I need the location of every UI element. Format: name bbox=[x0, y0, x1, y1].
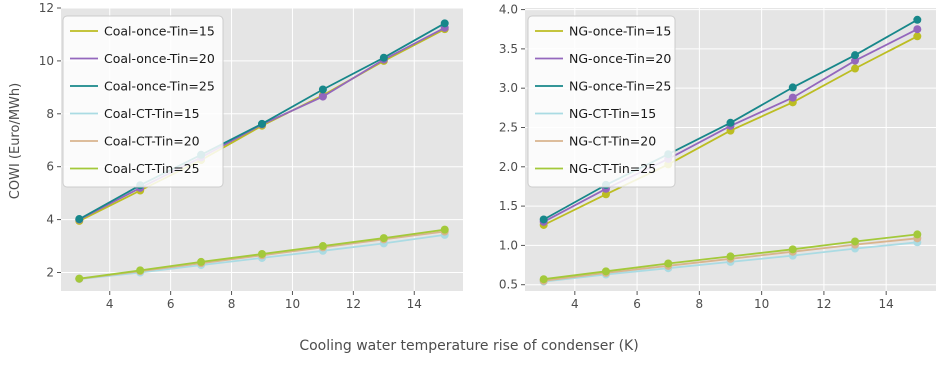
data-point-NG-once-Tin=20 bbox=[788, 93, 797, 102]
legend-1: Coal-once-Tin=15 Coal-once-Tin=20 Coal-onc… bbox=[62, 15, 224, 188]
data-point-Coal-CT-Tin=25 bbox=[258, 249, 266, 258]
x-tick-label: 12 bbox=[346, 297, 361, 311]
x-axis-label: Cooling water temperature rise of conden… bbox=[299, 338, 638, 354]
data-point-NG-once-Tin=25 bbox=[539, 215, 548, 224]
x-tick-label: 10 bbox=[285, 297, 300, 311]
y-tick-label: 8 bbox=[46, 107, 54, 121]
y-tick-label: 2.5 bbox=[499, 120, 518, 134]
data-point-NG-once-Tin=20 bbox=[913, 25, 922, 34]
x-tick-label: 10 bbox=[754, 297, 769, 311]
y-tick-label: 3.0 bbox=[499, 81, 518, 95]
legend-label: NG-CT-Tin=15 bbox=[569, 106, 656, 121]
data-point-NG-once-Tin=15 bbox=[601, 190, 610, 199]
data-point-Coal-CT-Tin=25 bbox=[75, 274, 84, 283]
data-point-NG-once-Tin=25 bbox=[851, 51, 860, 60]
legend-label: NG-once-Tin=25 bbox=[569, 79, 671, 94]
data-point-Coal-once-Tin=25 bbox=[379, 53, 388, 62]
data-point-Coal-CT-Tin=25 bbox=[318, 242, 327, 251]
y-tick-label: 2 bbox=[46, 265, 54, 279]
legend-label: NG-once-Tin=15 bbox=[569, 24, 671, 39]
legend-label: NG-CT-Tin=25 bbox=[569, 161, 656, 176]
legend-label: Coal-CT-Tin=20 bbox=[104, 134, 200, 149]
data-point-NG-CT-Tin=25 bbox=[664, 259, 673, 268]
y-tick-label: 12 bbox=[39, 1, 54, 15]
y-axis-label: COWI (Euro/MWh) bbox=[8, 83, 23, 199]
legend-label: Coal-once-Tin=20 bbox=[104, 51, 215, 66]
legend-label: Coal-once-Tin=25 bbox=[104, 79, 215, 94]
data-point-Coal-CT-Tin=25 bbox=[379, 234, 388, 243]
legend-label: Coal-CT-Tin=15 bbox=[104, 106, 200, 121]
x-tick-label: 12 bbox=[816, 297, 831, 311]
legend-label: NG-once-Tin=20 bbox=[569, 51, 671, 66]
data-point-NG-once-Tin=20 bbox=[851, 56, 860, 65]
y-tick-label: 4.0 bbox=[499, 3, 518, 17]
legend-2: NG-once-Tin=15 NG-once-Tin=20 NG-once-Tin=… bbox=[527, 15, 676, 188]
y-tick-label: 1.5 bbox=[499, 199, 518, 213]
x-tick-label: 14 bbox=[407, 297, 422, 311]
data-point-NG-once-Tin=25 bbox=[913, 15, 922, 24]
data-point-NG-CT-Tin=25 bbox=[726, 252, 735, 261]
data-point-NG-once-Tin=25 bbox=[788, 83, 797, 92]
y-tick-label: 10 bbox=[39, 54, 54, 68]
data-point-NG-once-Tin=25 bbox=[726, 118, 735, 127]
y-tick-label: 1.0 bbox=[499, 238, 518, 252]
y-tick-label: 0.5 bbox=[499, 278, 518, 292]
panel-1: 4 6 8 10 12 1424681012Coal-once-Tin=15Coal-on… bbox=[39, 1, 463, 311]
panel-2: 4 6 8 10 12 14 0.5 1.0 1.5 2.0 2.5 3.0 3.5 4.0 NG-once… bbox=[499, 3, 936, 311]
legend-label: NG-CT-Tin=20 bbox=[569, 134, 656, 149]
data-point-NG-CT-Tin=25 bbox=[851, 237, 860, 246]
data-point-NG-CT-Tin=25 bbox=[601, 267, 610, 276]
data-point-Coal-once-Tin=25 bbox=[75, 215, 84, 224]
x-tick-label: 4 bbox=[106, 297, 114, 311]
data-point-Coal-once-Tin=20 bbox=[318, 92, 327, 101]
legend-frame bbox=[527, 15, 676, 188]
y-tick-label: 2.0 bbox=[499, 160, 518, 174]
data-point-NG-CT-Tin=25 bbox=[913, 230, 922, 239]
legend-label: Coal-CT-Tin=25 bbox=[104, 161, 200, 176]
data-point-NG-once-Tin=15 bbox=[851, 64, 860, 73]
data-point-Coal-once-Tin=25 bbox=[318, 85, 327, 94]
data-point-NG-CT-Tin=25 bbox=[788, 245, 797, 254]
data-point-NG-once-Tin=15 bbox=[913, 32, 922, 41]
data-point-Coal-CT-Tin=25 bbox=[440, 225, 449, 234]
x-tick-label: 6 bbox=[633, 297, 641, 311]
y-tick-label: 6 bbox=[46, 160, 54, 174]
data-point-Coal-CT-Tin=25 bbox=[197, 257, 206, 266]
x-tick-label: 4 bbox=[571, 297, 579, 311]
y-tick-label: 3.5 bbox=[499, 42, 518, 56]
data-point-Coal-once-Tin=25 bbox=[258, 119, 266, 128]
x-tick-label: 6 bbox=[167, 297, 175, 311]
data-point-Coal-CT-Tin=25 bbox=[136, 266, 145, 275]
y-tick-label: 4 bbox=[46, 213, 54, 227]
x-tick-label: 8 bbox=[228, 297, 236, 311]
x-tick-label: 14 bbox=[879, 297, 894, 311]
legend-label: Coal-once-Tin=15 bbox=[104, 24, 215, 39]
legend-frame bbox=[62, 15, 224, 188]
data-point-NG-CT-Tin=25 bbox=[539, 275, 548, 284]
x-tick-label: 8 bbox=[696, 297, 704, 311]
data-point-Coal-once-Tin=25 bbox=[440, 19, 449, 28]
